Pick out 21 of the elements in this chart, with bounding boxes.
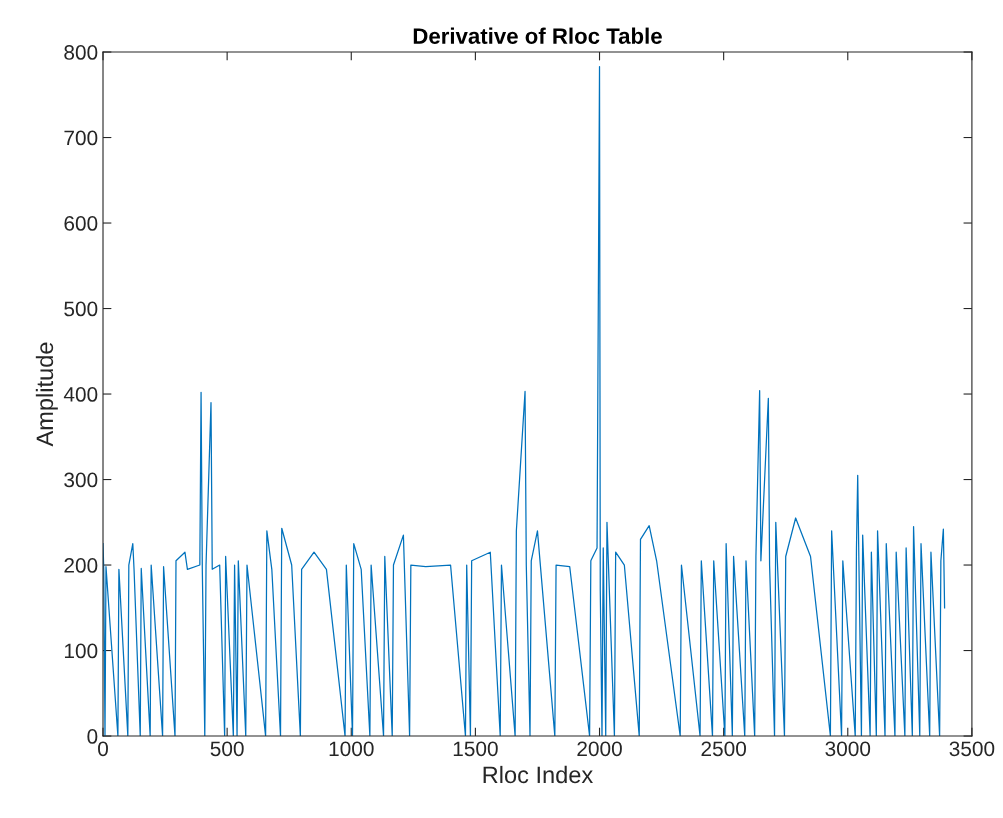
y-tick-label: 0 (87, 729, 98, 744)
y-tick-label: 600 (64, 216, 98, 231)
x-tick-label: 3500 (949, 741, 995, 757)
x-tick-label: 3000 (825, 741, 871, 757)
y-tick-label: 700 (64, 130, 98, 146)
x-tick-label: 2000 (577, 741, 622, 757)
y-tick-label: 100 (64, 643, 98, 659)
chart-title: Derivative of Rloc Table (413, 27, 662, 44)
y-tick-label: 200 (64, 558, 98, 573)
y-tick-label: 400 (63, 387, 98, 402)
x-tick-label: 2500 (701, 741, 747, 757)
x-tick-label: 1000 (329, 741, 374, 757)
x-axis-title: Rloc Index (483, 765, 593, 784)
y-axis-title: Amplitude (35, 342, 58, 447)
x-tick-label: 1500 (453, 741, 498, 757)
y-tick-label: 800 (64, 45, 98, 60)
y-tick-label: 300 (64, 472, 98, 488)
x-tick-label: 500 (210, 741, 244, 757)
y-tick-label: 500 (64, 301, 98, 317)
x-tick-label: 0 (98, 741, 108, 757)
line-series (103, 65, 946, 737)
